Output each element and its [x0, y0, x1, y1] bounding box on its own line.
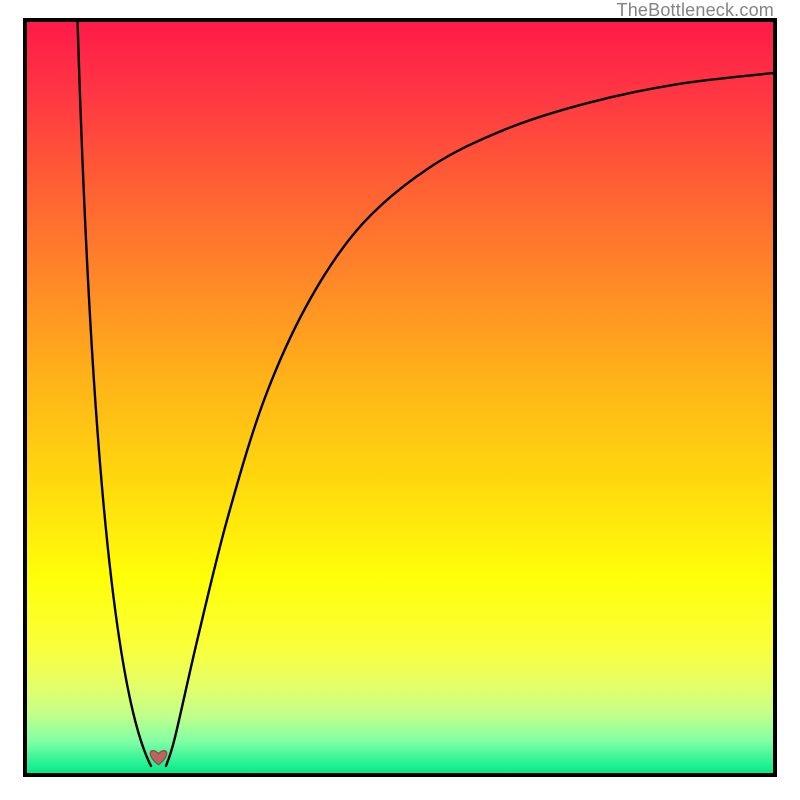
bottleneck-chart — [0, 0, 800, 800]
watermark: TheBottleneck.com — [617, 0, 774, 21]
plot-area — [25, 20, 775, 775]
chart-root: { "watermark": { "text": "TheBottleneck.… — [0, 0, 800, 800]
